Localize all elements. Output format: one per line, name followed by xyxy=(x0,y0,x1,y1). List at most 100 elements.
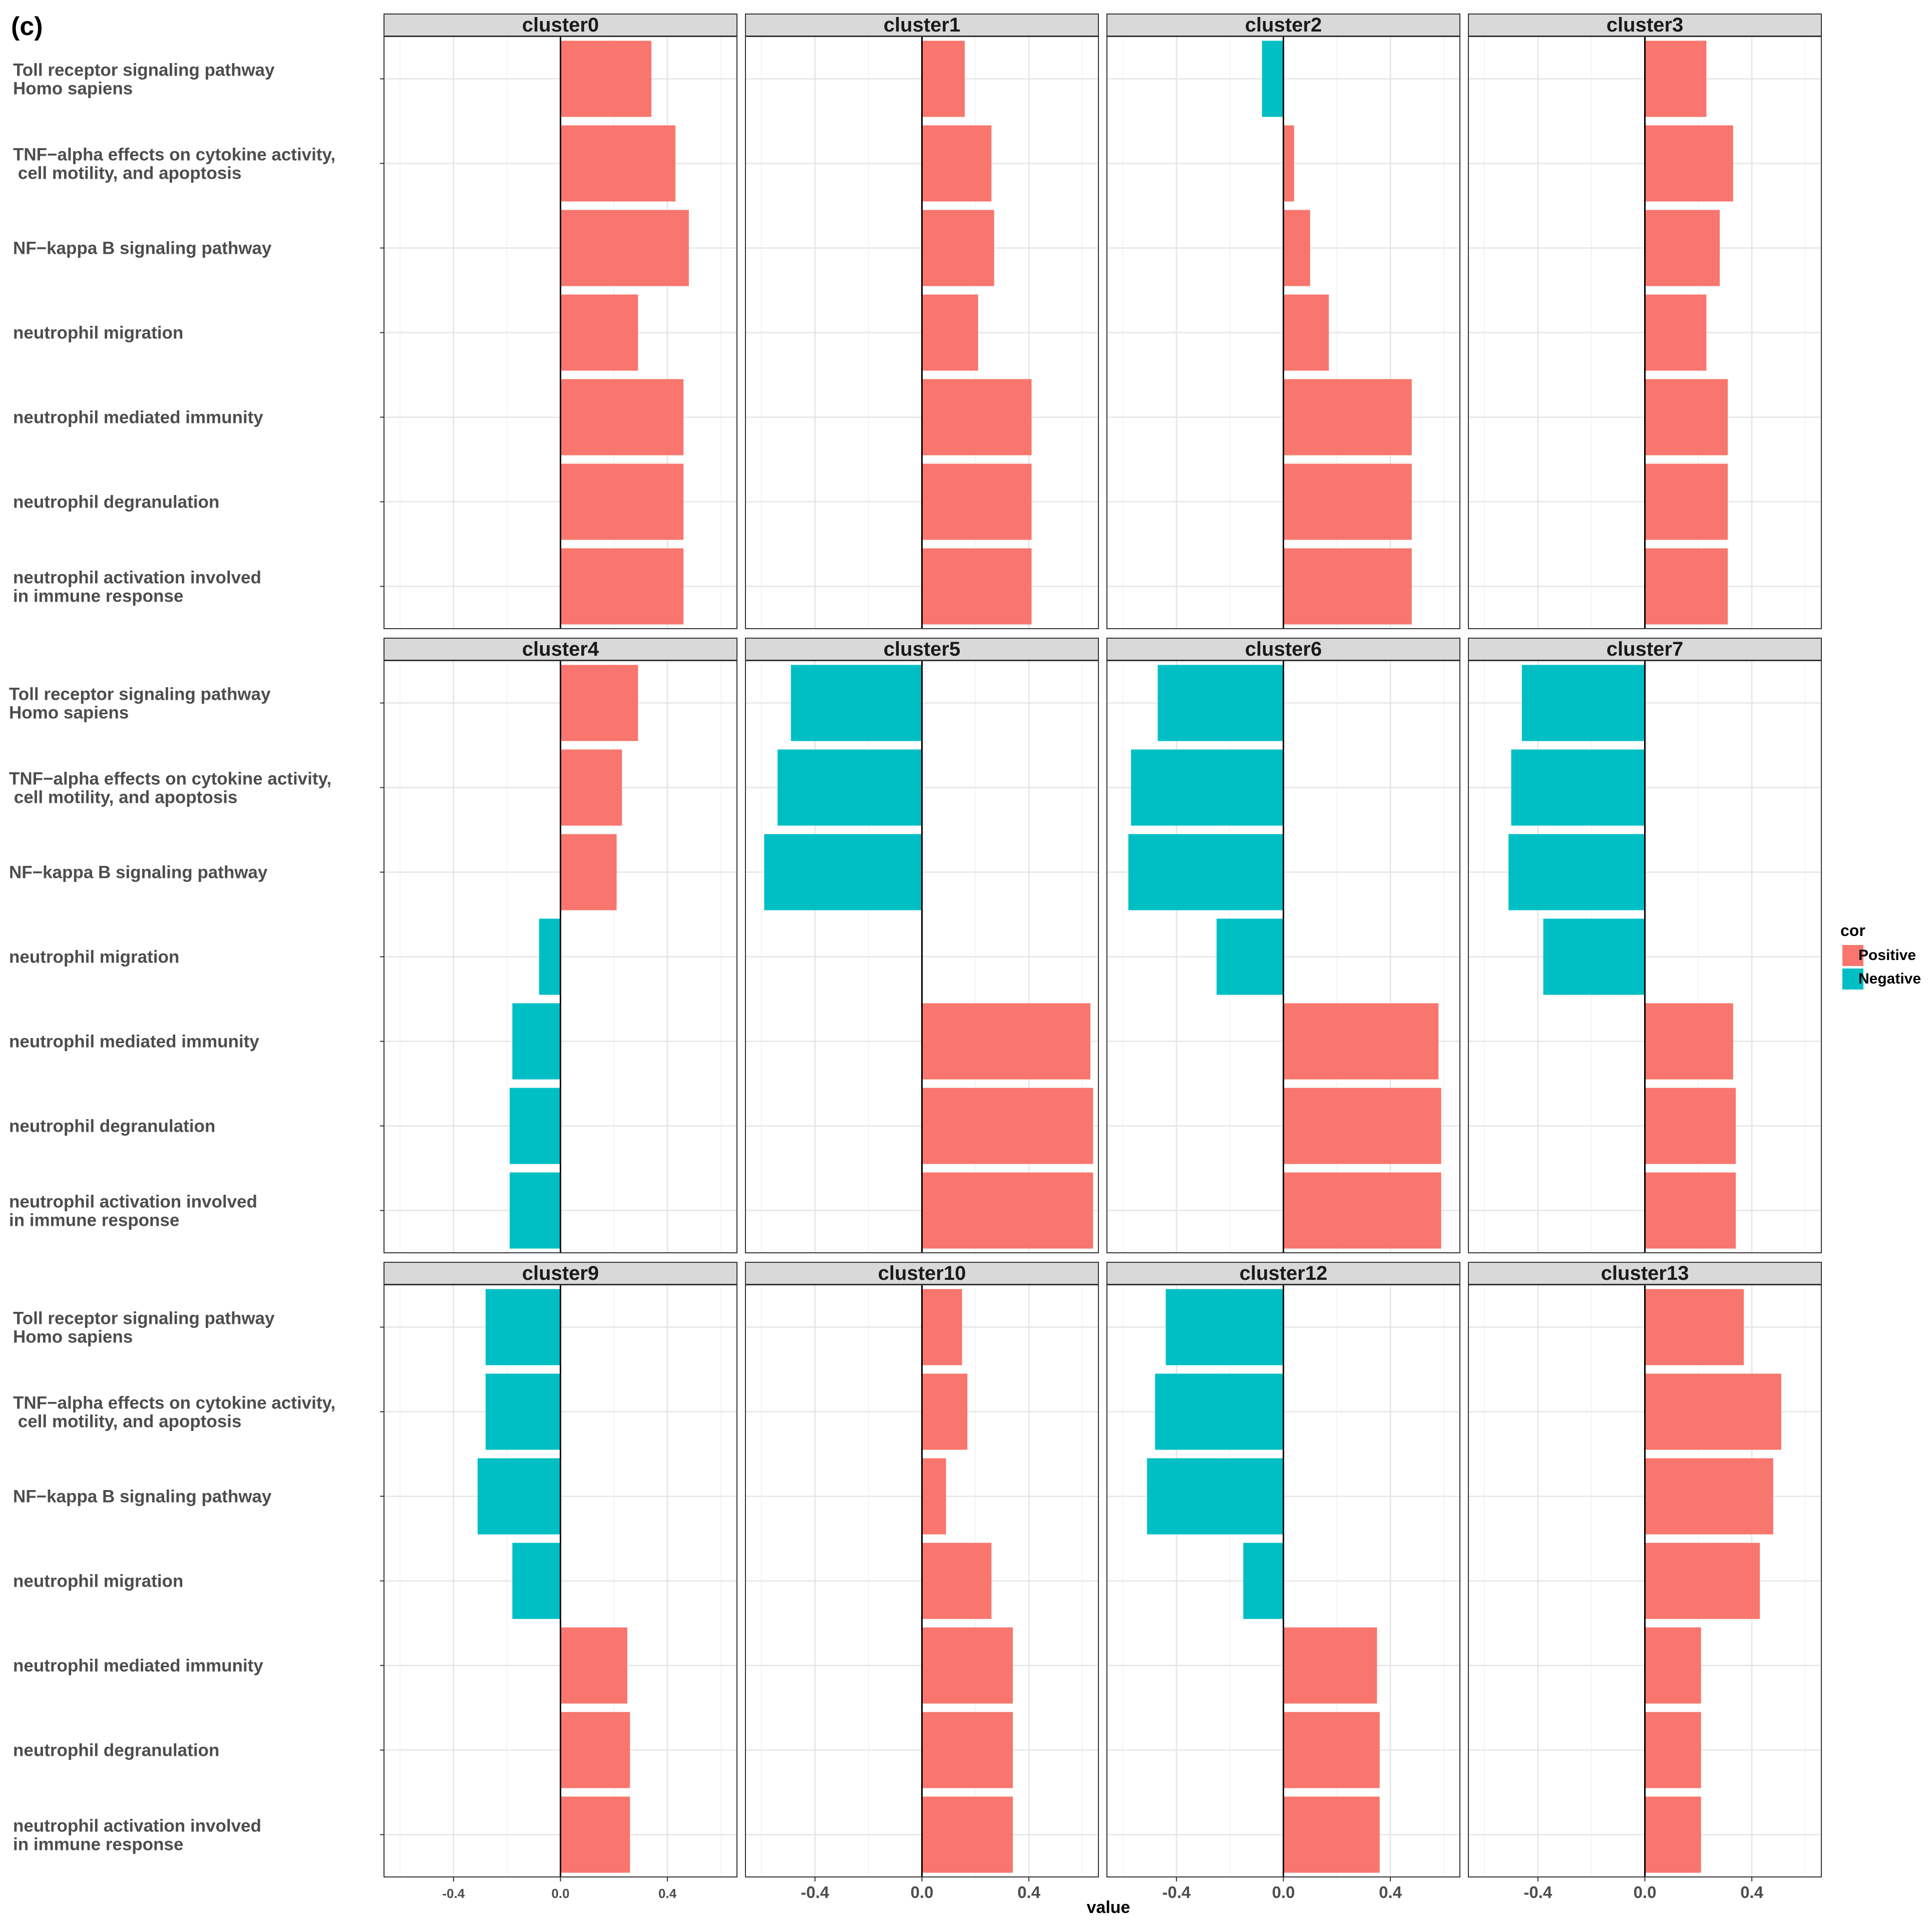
bar xyxy=(1262,41,1284,117)
y-tick-label: neutrophil migration xyxy=(13,323,183,343)
bar xyxy=(1645,41,1707,117)
bar xyxy=(560,463,684,540)
facet-panel: cluster2 xyxy=(1106,14,1460,629)
bar xyxy=(560,1796,630,1873)
facet-title: cluster13 xyxy=(1601,1262,1689,1284)
y-tick-label-line: NF−kappa B signaling pathway xyxy=(9,863,268,882)
facet-strip xyxy=(383,638,737,661)
bar xyxy=(1283,379,1412,455)
y-tick-label: TNF−alpha effects on cytokine activity, … xyxy=(13,145,335,183)
bar xyxy=(1511,749,1645,826)
bar xyxy=(922,1543,992,1619)
facet-title: cluster9 xyxy=(522,1262,599,1284)
y-tick-label-line: neutrophil degranulation xyxy=(9,1117,215,1136)
bar xyxy=(1645,463,1728,540)
facet-strip xyxy=(745,14,1099,37)
facet-strip xyxy=(1106,14,1460,37)
y-tick-label-line: Toll receptor signaling pathway xyxy=(9,685,271,704)
x-tick-label: 0.0 xyxy=(1272,1883,1295,1901)
panel-border xyxy=(1106,660,1460,1253)
y-tick-label: Toll receptor signaling pathway Homo sapi… xyxy=(13,61,275,99)
bar xyxy=(791,665,922,741)
bar xyxy=(512,1003,561,1080)
x-tick-label: 0.4 xyxy=(1379,1883,1402,1901)
facet-title: cluster5 xyxy=(884,638,960,660)
bar xyxy=(922,1796,1013,1873)
bar xyxy=(560,210,689,286)
bar xyxy=(1645,1088,1736,1164)
bar xyxy=(1645,1712,1701,1788)
facet-panel: cluster4 xyxy=(383,638,737,1253)
bar xyxy=(1166,1289,1284,1365)
y-tick-label-line: neutrophil mediated immunity xyxy=(9,1032,259,1052)
bar xyxy=(560,834,617,910)
bar xyxy=(512,1543,561,1619)
bar xyxy=(1283,294,1329,371)
bar xyxy=(1283,463,1412,540)
bar xyxy=(1645,125,1733,202)
bar xyxy=(1216,918,1284,995)
bar xyxy=(1283,1712,1380,1788)
panel-border xyxy=(1106,36,1460,629)
y-tick-label-line: Toll receptor signaling pathway xyxy=(13,1309,275,1328)
bar xyxy=(560,548,684,625)
x-tick-label: 0.0 xyxy=(911,1883,934,1901)
bar xyxy=(1283,1627,1377,1704)
bar xyxy=(922,41,965,117)
facet-panel: cluster6 xyxy=(1106,638,1460,1253)
bar xyxy=(922,1458,946,1535)
bar xyxy=(922,210,994,286)
y-tick-label: NF−kappa B signaling pathway xyxy=(13,1487,272,1507)
bar xyxy=(1645,1543,1760,1619)
bar xyxy=(510,1172,561,1249)
bar xyxy=(1508,834,1645,910)
bar xyxy=(1645,548,1728,625)
y-tick-label-line: in immune response xyxy=(13,1835,183,1854)
bar xyxy=(1645,294,1707,371)
facet-title: cluster12 xyxy=(1240,1262,1328,1284)
y-tick-label-line: NF−kappa B signaling pathway xyxy=(13,1487,272,1507)
facet-panel: cluster9 xyxy=(383,1262,737,1877)
y-tick-label-line: neutrophil migration xyxy=(13,1572,183,1591)
bar xyxy=(485,1289,561,1365)
legend-key xyxy=(1842,969,1863,990)
y-tick-label-line: neutrophil migration xyxy=(13,323,183,343)
y-tick-label-line: neutrophil mediated immunity xyxy=(13,408,263,427)
facet-title: cluster4 xyxy=(522,638,599,660)
y-tick-label-line: cell motility, and apoptosis xyxy=(9,788,237,807)
panel-border xyxy=(1468,660,1822,1253)
bar xyxy=(1645,379,1728,455)
facet-panel: cluster0 xyxy=(383,14,737,629)
x-axis-title: value xyxy=(1087,1898,1130,1917)
bar xyxy=(1645,1289,1744,1365)
facet-title: cluster2 xyxy=(1245,14,1322,36)
legend: cor Positive Negative xyxy=(1840,921,1921,990)
bar xyxy=(922,463,1032,540)
bar xyxy=(1283,125,1294,202)
facet-panels: cluster0 cluster1 cluster2 cluster3 cluster4… xyxy=(383,14,1822,1877)
bar xyxy=(477,1458,561,1535)
y-tick-label: neutrophil degranulation xyxy=(13,1741,219,1760)
y-tick-label: neutrophil activation involved in immune … xyxy=(13,1816,261,1854)
y-tick-label-line: in immune response xyxy=(13,587,183,606)
bar xyxy=(560,665,638,741)
bar xyxy=(1147,1458,1284,1535)
y-tick-label-line: neutrophil degranulation xyxy=(13,1741,219,1760)
y-tick-label-line: TNF−alpha effects on cytokine activity, xyxy=(13,145,335,165)
bar xyxy=(922,1712,1013,1788)
bar xyxy=(922,1088,1093,1164)
y-tick-label: NF−kappa B signaling pathway xyxy=(13,239,272,258)
facet-strip xyxy=(1106,1262,1460,1285)
legend-label: Positive xyxy=(1858,947,1916,964)
panel-border xyxy=(1468,36,1822,629)
facet-strip xyxy=(1468,1262,1822,1285)
y-tick-label: Toll receptor signaling pathway Homo sapi… xyxy=(13,1309,275,1347)
y-tick-label: neutrophil degranulation xyxy=(13,493,219,512)
y-tick-label-line: Homo sapiens xyxy=(13,1327,133,1347)
facet-strip xyxy=(383,1262,737,1285)
y-tick-label-line: NF−kappa B signaling pathway xyxy=(13,239,272,258)
panel-border xyxy=(745,660,1099,1253)
x-tick-label: -0.4 xyxy=(1523,1883,1553,1901)
bar xyxy=(1645,1172,1736,1249)
